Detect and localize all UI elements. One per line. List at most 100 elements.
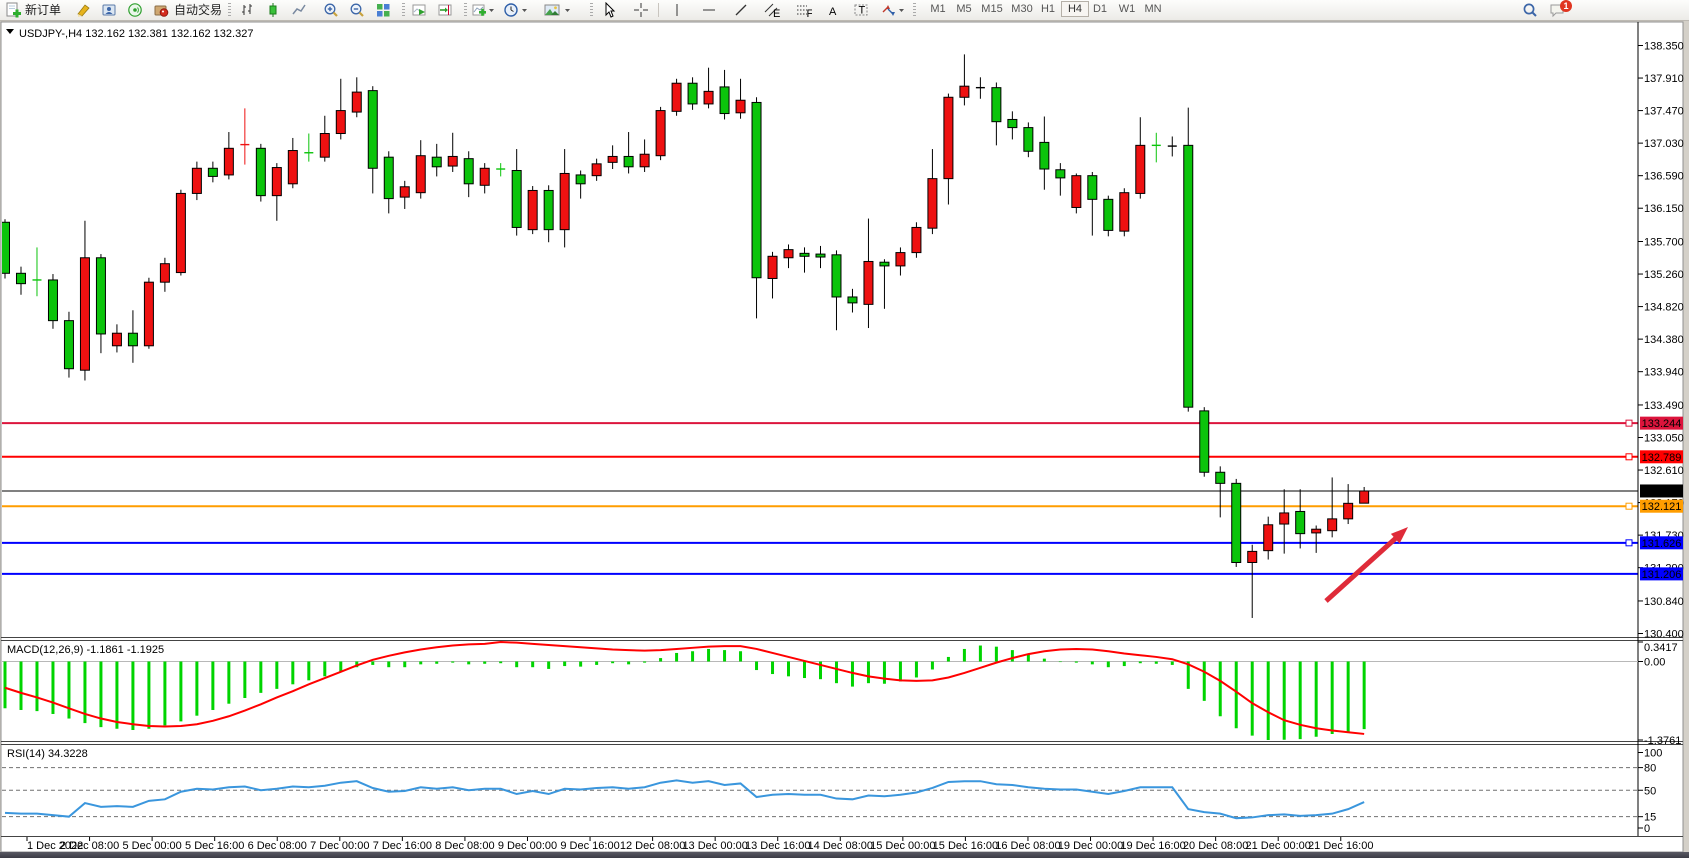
candlestick-chart-type-icon[interactable]	[264, 1, 282, 19]
fibonacci-tool-icon[interactable]: F	[794, 1, 812, 19]
candle	[927, 149, 938, 235]
templates-icon[interactable]	[543, 1, 573, 19]
trendline-tool-icon[interactable]	[732, 1, 750, 19]
candle	[1087, 171, 1098, 236]
rsi-scale-label: 0	[1644, 823, 1650, 835]
line-chart-type-icon[interactable]	[290, 1, 308, 19]
svg-text:F: F	[806, 8, 812, 19]
candles	[2, 54, 1370, 618]
tile-windows-icon[interactable]	[374, 1, 392, 19]
new-chart-icon[interactable]	[472, 1, 496, 19]
candle	[735, 78, 746, 119]
candle	[783, 244, 794, 269]
cursor-icon[interactable]	[600, 1, 618, 19]
autotrading-label[interactable]: 自动交易	[174, 3, 223, 17]
time-tick-label: 21 Dec 16:00	[1308, 840, 1373, 852]
time-tick-label: 21 Dec 00:00	[1245, 840, 1310, 852]
candle	[351, 77, 362, 118]
marker-icon[interactable]	[74, 1, 92, 19]
candle	[719, 69, 730, 120]
timeframe-d1[interactable]: D1	[1092, 3, 1108, 15]
chart-menu-triangle[interactable]	[6, 29, 14, 34]
search-icon[interactable]	[1521, 1, 1539, 19]
channel-tool-icon[interactable]: E	[762, 1, 780, 19]
auto-scroll-icon[interactable]	[410, 1, 428, 19]
chart-background	[0, 21, 1684, 853]
vertical-line-tool-icon[interactable]	[668, 1, 686, 19]
zoom-in-icon[interactable]	[322, 1, 340, 19]
candle	[191, 161, 202, 201]
new-order-label[interactable]: 新订单	[25, 3, 62, 17]
candle	[1039, 116, 1050, 190]
svg-text:132.789: 132.789	[1642, 452, 1682, 464]
timeframe-m5[interactable]: M5	[956, 3, 972, 15]
candle	[655, 106, 666, 161]
hline-handle[interactable]	[1625, 453, 1633, 461]
hline-handle[interactable]	[1625, 502, 1633, 510]
timeframe-w1[interactable]: W1	[1118, 3, 1136, 15]
market-watch-icon[interactable]	[100, 1, 118, 19]
horizontal-line-tool-icon[interactable]	[700, 1, 718, 19]
price-tick-label: 130.400	[1644, 628, 1684, 640]
candle	[1119, 188, 1130, 237]
candle	[447, 132, 458, 172]
candle	[431, 143, 442, 177]
timeframe-m15[interactable]: M15	[981, 3, 1003, 15]
chart-shift-icon[interactable]	[436, 1, 454, 19]
price-label-box: 133.244	[1640, 416, 1683, 430]
up-arrow-annotation[interactable]	[1324, 527, 1408, 603]
candle	[15, 266, 26, 295]
candle	[143, 277, 154, 349]
candle	[591, 158, 602, 181]
rsi-scale-label: 50	[1644, 785, 1656, 797]
toolbar-separator	[658, 3, 659, 17]
price-tick-label: 135.260	[1644, 269, 1684, 281]
hline-handle[interactable]	[1625, 419, 1633, 427]
timeframe-h1[interactable]: H1	[1040, 3, 1056, 15]
text-tool-icon[interactable]: A	[824, 1, 842, 19]
candle	[1167, 136, 1177, 157]
arrows-tool-icon[interactable]	[880, 1, 906, 19]
text-label-tool-icon[interactable]: T	[852, 1, 870, 19]
candle	[687, 77, 698, 110]
periods-clock-icon[interactable]	[503, 1, 529, 19]
time-tick-label: 16 Dec 08:00	[995, 840, 1060, 852]
time-tick-label: 19 Dec 16:00	[1120, 840, 1185, 852]
candle	[175, 189, 186, 276]
new-order-icon[interactable]	[4, 1, 22, 19]
candle	[895, 247, 906, 276]
svg-text:131.626: 131.626	[1642, 538, 1682, 550]
candle	[527, 186, 538, 235]
candle	[496, 163, 506, 177]
candle	[911, 222, 922, 258]
candle	[111, 324, 122, 353]
toolbar-grip	[913, 3, 916, 17]
candle	[1199, 407, 1210, 477]
time-tick-label: 9 Dec 00:00	[498, 840, 557, 852]
candle	[47, 274, 58, 329]
timeframe-h4[interactable]: H4	[1061, 1, 1089, 17]
notification-badge[interactable]: 1	[1560, 0, 1572, 12]
candle	[240, 108, 250, 165]
timeframe-mn[interactable]: MN	[1144, 3, 1162, 15]
signals-icon[interactable]	[126, 1, 144, 19]
crosshair-icon[interactable]	[632, 1, 650, 19]
hline-handle[interactable]	[1625, 539, 1633, 547]
candle	[767, 251, 778, 299]
autotrading-icon[interactable]	[152, 1, 170, 19]
candle	[639, 139, 650, 172]
candle	[415, 140, 426, 199]
toolbar-grip	[402, 3, 405, 17]
price-tick-label: 136.150	[1644, 203, 1684, 215]
main-toolbar: 新订单 自动交易	[0, 0, 1689, 21]
zoom-out-icon[interactable]	[348, 1, 366, 19]
timeframe-m30[interactable]: M30	[1011, 3, 1033, 15]
rsi-line	[4, 779, 1365, 820]
price-tick-label: 134.380	[1644, 334, 1684, 346]
bar-chart-type-icon[interactable]	[238, 1, 256, 19]
timeframe-m1[interactable]: M1	[930, 3, 946, 15]
hline-objects[interactable]	[2, 419, 1638, 575]
price-tick-label: 133.050	[1644, 432, 1684, 444]
